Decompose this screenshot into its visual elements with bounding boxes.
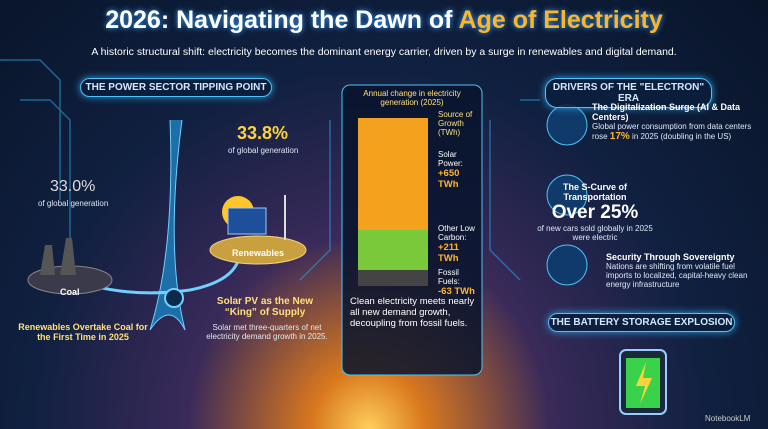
item-value: -63 TWh bbox=[438, 286, 475, 297]
driver: Security Through Sovereignty Nations are… bbox=[606, 252, 761, 290]
driver: The S-Curve of Transportation Over 25% o… bbox=[535, 182, 655, 242]
chart-note: Clean electricity meets nearly all new d… bbox=[350, 296, 475, 329]
driver-highlight: 17% bbox=[609, 131, 630, 143]
chart-heading: Annual change in electricity generation … bbox=[363, 89, 461, 108]
item-label: Solar Power: bbox=[438, 150, 463, 168]
title: 2026: Navigating the Dawn of Age of Elec… bbox=[0, 6, 768, 35]
legend-title: Source of Growth (TWh) bbox=[438, 110, 473, 138]
renewables-note: of global generation bbox=[228, 146, 299, 155]
driver-text: of new cars sold globally in 2025 were e… bbox=[537, 224, 653, 243]
item-label: Other Low Carbon: bbox=[438, 224, 475, 242]
legend-item: Other Low Carbon: +211 TWh bbox=[438, 224, 482, 264]
coal-share: 33.0% bbox=[50, 178, 96, 195]
legend-item: Solar Power: +650 TWh bbox=[438, 150, 482, 190]
item-value: +211 TWh bbox=[438, 242, 459, 264]
section-heading: DRIVERS OF THE "ELECTRON" ERA bbox=[545, 78, 712, 108]
title-lead: 2026: Navigating the Dawn of bbox=[105, 6, 459, 34]
caption: Renewables Overtake Coal for the First T… bbox=[18, 322, 148, 342]
section-heading: THE POWER SECTOR TIPPING POINT bbox=[80, 78, 272, 97]
footer: NotebookLM bbox=[705, 414, 751, 423]
driver-figure: Over 25% bbox=[551, 202, 639, 223]
coal-note: of global generation bbox=[38, 199, 109, 208]
renewables-share: 33.8% bbox=[237, 123, 289, 143]
solar-title: Solar PV as the New “King” of Supply bbox=[216, 296, 314, 318]
item-value: +650 TWh bbox=[438, 168, 460, 190]
legend-item: Fossil Fuels: -63 TWh bbox=[438, 268, 482, 297]
driver-title: Security Through Sovereignty bbox=[606, 252, 735, 262]
renewables-label: Renewables bbox=[232, 248, 285, 258]
driver-text: Global power consumption from data cente… bbox=[592, 122, 752, 142]
driver-title: The S-Curve of Transportation bbox=[562, 182, 627, 202]
item-label: Fossil Fuels: bbox=[438, 268, 460, 286]
title-highlight: Age of Electricity bbox=[458, 6, 663, 34]
driver-text: in 2025 (doubling in the US) bbox=[629, 132, 732, 142]
subtitle: A historic structural shift: electricity… bbox=[91, 46, 677, 58]
driver-title: The Digitalization Surge (AI & Data Cent… bbox=[592, 102, 741, 122]
driver-text: Nations are shifting from volatile fuel … bbox=[606, 262, 748, 290]
section-heading: THE BATTERY STORAGE EXPLOSION bbox=[548, 313, 735, 332]
driver: The Digitalization Surge (AI & Data Cent… bbox=[592, 102, 762, 143]
solar-text: Solar met three-quarters of net electric… bbox=[206, 323, 328, 342]
coal-label: Coal bbox=[60, 287, 80, 297]
